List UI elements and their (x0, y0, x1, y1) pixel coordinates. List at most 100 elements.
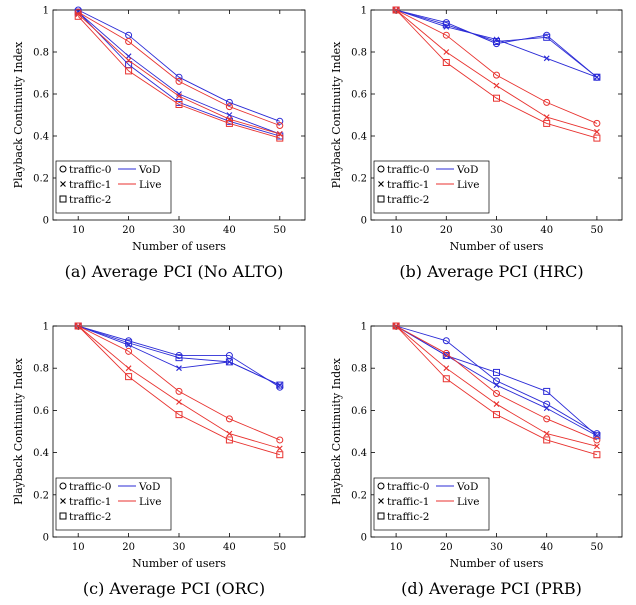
x-tick-label: 50 (273, 542, 286, 553)
panel-caption: (d) Average PCI (PRB) (401, 579, 582, 598)
data-point (593, 73, 601, 81)
data-point (225, 103, 233, 111)
series-line (395, 9, 598, 139)
data-point (593, 451, 601, 459)
y-tick-label: 1 (361, 322, 367, 333)
data-point (125, 38, 133, 45)
data-point (392, 322, 400, 330)
chart-panel-3: 10 20 30 40 50 0 0.2 0.4 0.6 0.8 1 Number of users P… (12, 322, 306, 598)
legend-box (373, 160, 490, 214)
data-point (543, 430, 550, 437)
data-point (125, 373, 133, 381)
data-point (493, 71, 500, 79)
data-point (175, 354, 183, 362)
x-tick-label: 40 (540, 542, 553, 553)
series-line (77, 325, 280, 449)
data-point (593, 134, 601, 142)
y-tick-label: 0.2 (351, 174, 367, 185)
series-live-square (392, 322, 601, 459)
series-line (77, 11, 280, 126)
legend-marker (377, 195, 385, 203)
legend: traffic-0 traffic-1 traffic-2 VoD Live (55, 477, 172, 531)
legend-label-live: Live (457, 496, 479, 508)
data-point (125, 347, 133, 355)
legend-marker (378, 498, 384, 504)
data-point (493, 401, 500, 407)
series-line (77, 11, 280, 137)
data-point (74, 12, 82, 20)
legend-label-vod: VoD (456, 164, 478, 176)
y-tick-label: 0.8 (33, 48, 49, 59)
data-point (175, 411, 183, 419)
x-tick-label: 30 (173, 542, 186, 553)
y-axis-label: Playback Continuity Index (12, 41, 25, 188)
data-point (226, 430, 233, 437)
y-tick-label: 0.2 (351, 490, 367, 501)
x-tick-label: 20 (122, 225, 135, 236)
data-point (276, 117, 284, 125)
data-point (175, 73, 183, 81)
data-point (176, 399, 182, 405)
data-point (442, 59, 450, 66)
data-point (543, 98, 551, 106)
series-line (77, 11, 280, 135)
legend-label-traffic-0: traffic-0 (387, 481, 429, 493)
series-line (395, 325, 598, 441)
data-point (443, 365, 450, 372)
legend-label-live: Live (139, 179, 161, 191)
legend-marker (59, 482, 67, 490)
legend-marker (377, 482, 385, 490)
data-point (225, 119, 233, 127)
x-tick-label: 50 (273, 225, 286, 236)
data-point (543, 119, 551, 127)
series-live-cross (75, 11, 283, 137)
legend: traffic-0 traffic-1 traffic-2 VoD Live (373, 160, 490, 214)
series-line (77, 325, 280, 456)
data-point (74, 8, 82, 16)
series-live-square (392, 6, 601, 142)
data-point (176, 93, 182, 99)
data-point (276, 451, 284, 459)
data-point (175, 101, 183, 108)
legend: traffic-0 traffic-1 traffic-2 VoD Live (373, 477, 490, 531)
series-vod-circle (74, 322, 284, 391)
x-tick-label: 20 (440, 225, 453, 236)
data-point (75, 11, 82, 18)
legend-label-traffic-0: traffic-0 (69, 164, 111, 176)
x-tick-label: 50 (591, 542, 604, 553)
legend-label-traffic-1: traffic-1 (69, 496, 111, 508)
data-point (125, 67, 133, 75)
series-line (77, 15, 280, 139)
legend-marker (59, 195, 67, 203)
legend-label-vod: VoD (138, 481, 160, 493)
data-point (176, 365, 182, 372)
legend-label-live: Live (457, 179, 479, 191)
legend-label-vod: VoD (456, 481, 478, 493)
data-point (175, 387, 183, 395)
x-tick-label: 10 (390, 542, 403, 553)
series-line (78, 325, 280, 386)
x-tick-label: 20 (122, 542, 135, 553)
y-tick-label: 0 (43, 533, 49, 544)
data-point (442, 337, 450, 345)
series-live-cross (393, 323, 600, 450)
legend-label-traffic-2: traffic-2 (387, 194, 429, 206)
data-point (276, 381, 284, 389)
legend-label-traffic-2: traffic-2 (387, 511, 429, 523)
y-tick-label: 0 (361, 216, 367, 227)
data-point (276, 122, 284, 129)
data-point (125, 365, 132, 372)
data-point (225, 358, 233, 366)
y-tick-label: 0.2 (33, 490, 49, 501)
x-axis-label: Number of users (132, 240, 226, 253)
series-live-circle (74, 8, 284, 129)
data-point (543, 436, 551, 444)
x-tick-label: 30 (490, 225, 503, 236)
x-tick-label: 30 (173, 225, 186, 236)
legend: traffic-0 traffic-1 traffic-2 VoD Live (55, 160, 172, 214)
legend-label-vod: VoD (138, 164, 160, 176)
x-tick-label: 10 (72, 542, 85, 553)
data-point (276, 134, 284, 142)
data-point (442, 31, 450, 39)
